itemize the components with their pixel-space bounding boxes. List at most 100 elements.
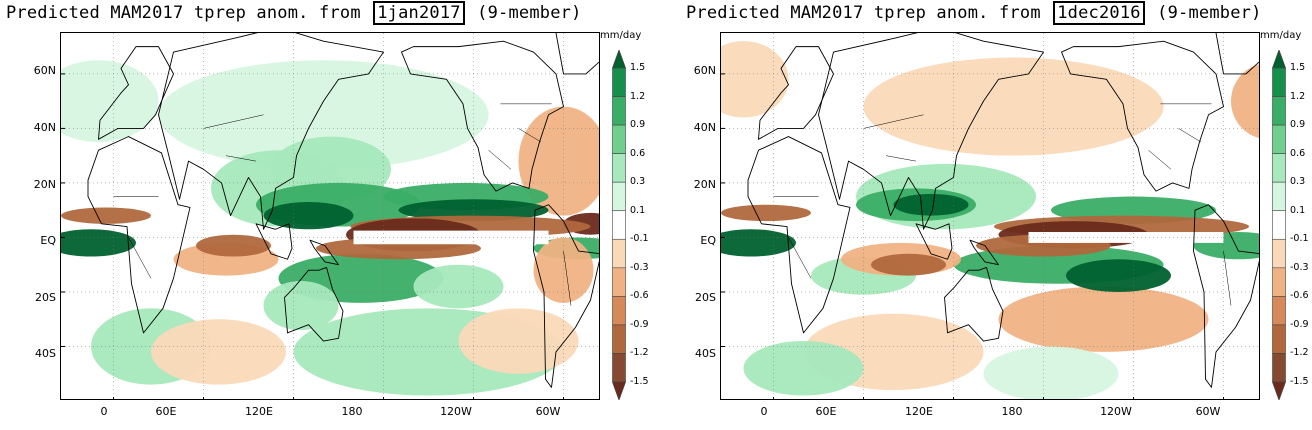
- colorbar-segment: [1272, 124, 1286, 154]
- colorbar-tick-label: 1.2: [630, 90, 646, 102]
- anomaly-patch: [398, 199, 549, 222]
- colorbar-tick-label: -0.3: [1290, 261, 1309, 273]
- anomaly-patch: [533, 237, 594, 303]
- colorbar-segment: [612, 238, 626, 269]
- panel-title: Predicted MAM2017 tprep anom. from 1jan2…: [6, 1, 582, 25]
- coastline: [747, 136, 851, 334]
- colorbar: [1271, 48, 1287, 402]
- lat-label: 60N: [693, 64, 716, 77]
- colorbar-segment: [1272, 296, 1286, 326]
- coastline: [1061, 40, 1224, 192]
- anomaly-patch: [863, 57, 1164, 156]
- colorbar-segment: [612, 210, 626, 240]
- title-prefix: Predicted MAM2017 tprep anom. from: [686, 3, 1041, 23]
- anomaly-patch: [721, 41, 789, 118]
- colorbar-segment: [1272, 238, 1286, 269]
- coastline: [555, 33, 599, 75]
- country-border: [1148, 150, 1172, 170]
- country-border: [863, 114, 924, 129]
- lon-label: 120E: [905, 405, 933, 418]
- anomaly-patch: [263, 202, 354, 230]
- colorbar-tick-label: -1.2: [1290, 347, 1309, 359]
- colorbar-tick-label: -1.5: [1290, 376, 1309, 387]
- coastline: [915, 223, 953, 260]
- anomaly-patch: [158, 60, 489, 170]
- lon-label: 120W: [1100, 405, 1132, 418]
- lon-label: 180: [1001, 405, 1023, 418]
- coastline: [401, 40, 564, 192]
- anomaly-patch: [721, 204, 811, 222]
- anomaly-patch: [998, 286, 1209, 352]
- country-border: [788, 237, 812, 279]
- country-border: [128, 237, 152, 279]
- colorbar-segment: [612, 353, 626, 383]
- country-border: [488, 150, 512, 170]
- lat-label: 40N: [693, 121, 716, 134]
- coastline: [533, 204, 599, 388]
- colorbar-unit: mm/day: [600, 30, 642, 41]
- coastline: [758, 46, 834, 140]
- colorbar-tick-label: 1.5: [630, 62, 646, 73]
- colorbar-graphic: [611, 48, 627, 402]
- colorbar-tick-label: -1.2: [630, 347, 649, 359]
- colorbar-tick-label: -0.1: [1290, 233, 1309, 245]
- lat-label: EQ: [40, 234, 56, 247]
- lon-label: 60E: [815, 405, 837, 418]
- anomaly-field: [61, 33, 599, 399]
- lon-label: 0: [760, 405, 768, 418]
- anomaly-patch: [61, 207, 151, 224]
- colorbar-segment: [612, 124, 626, 154]
- colorbar-graphic: [1271, 48, 1287, 402]
- anomaly-patch: [61, 229, 136, 257]
- lat-label: 40S: [695, 347, 716, 360]
- colorbar-segment: [1272, 153, 1286, 183]
- forecast-panel-dec: Predicted MAM2017 tprep anom. from 1dec2…: [660, 0, 1309, 430]
- coastline: [309, 239, 339, 266]
- anomaly-patch: [413, 264, 504, 309]
- anomaly-patch: [61, 60, 159, 143]
- anomaly-patch: [356, 231, 441, 243]
- colorbar-segment: [612, 67, 626, 97]
- colorbar-segment: [612, 267, 626, 297]
- colorbar-cap-bottom: [1271, 381, 1287, 402]
- anomaly-patch: [721, 229, 796, 257]
- country-border: [225, 155, 257, 162]
- colorbar-tick-label: -1.5: [630, 376, 649, 387]
- anomaly-patch: [518, 106, 599, 216]
- colorbar-segment: [612, 153, 626, 183]
- anomaly-patch: [458, 308, 579, 374]
- colorbar-segment: [612, 296, 626, 326]
- lon-label: 60W: [535, 405, 561, 418]
- colorbar-segment: [1272, 96, 1286, 126]
- colorbar-tick-label: -0.6: [630, 290, 649, 302]
- colorbar-tick-label: -0.9: [630, 318, 649, 330]
- lat-label: EQ: [700, 234, 716, 247]
- colorbar-segment: [1272, 67, 1286, 97]
- anomaly-field: [721, 33, 1259, 399]
- precip-anomaly-map: [60, 32, 600, 400]
- coastline: [158, 33, 384, 230]
- colorbar-tick-label: 1.5: [1290, 62, 1306, 73]
- lon-label: 60W: [1195, 405, 1221, 418]
- coastline: [944, 266, 1004, 342]
- coastline: [87, 136, 191, 334]
- init-date-box: 1jan2017: [373, 1, 465, 25]
- colorbar-segment: [612, 324, 626, 354]
- anomaly-patch: [263, 281, 339, 331]
- coastline: [1215, 33, 1259, 75]
- country-border: [1223, 251, 1232, 306]
- panel-title: Predicted MAM2017 tprep anom. from 1dec2…: [686, 1, 1262, 25]
- anomaly-patch: [871, 253, 946, 276]
- colorbar-cap-top: [611, 48, 627, 69]
- colorbar-cap-top: [1271, 48, 1287, 69]
- colorbar-segment: [1272, 181, 1286, 212]
- coastline: [818, 33, 1044, 230]
- colorbar-segment: [612, 96, 626, 126]
- lon-label: 180: [341, 405, 363, 418]
- title-suffix: (9-member): [1157, 3, 1262, 23]
- colorbar-unit: mm/day: [1260, 30, 1302, 41]
- colorbar-tick-label: -0.3: [630, 261, 649, 273]
- country-border: [203, 114, 264, 129]
- colorbar-segment: [1272, 210, 1286, 240]
- colorbar-tick-label: -0.6: [1290, 290, 1309, 302]
